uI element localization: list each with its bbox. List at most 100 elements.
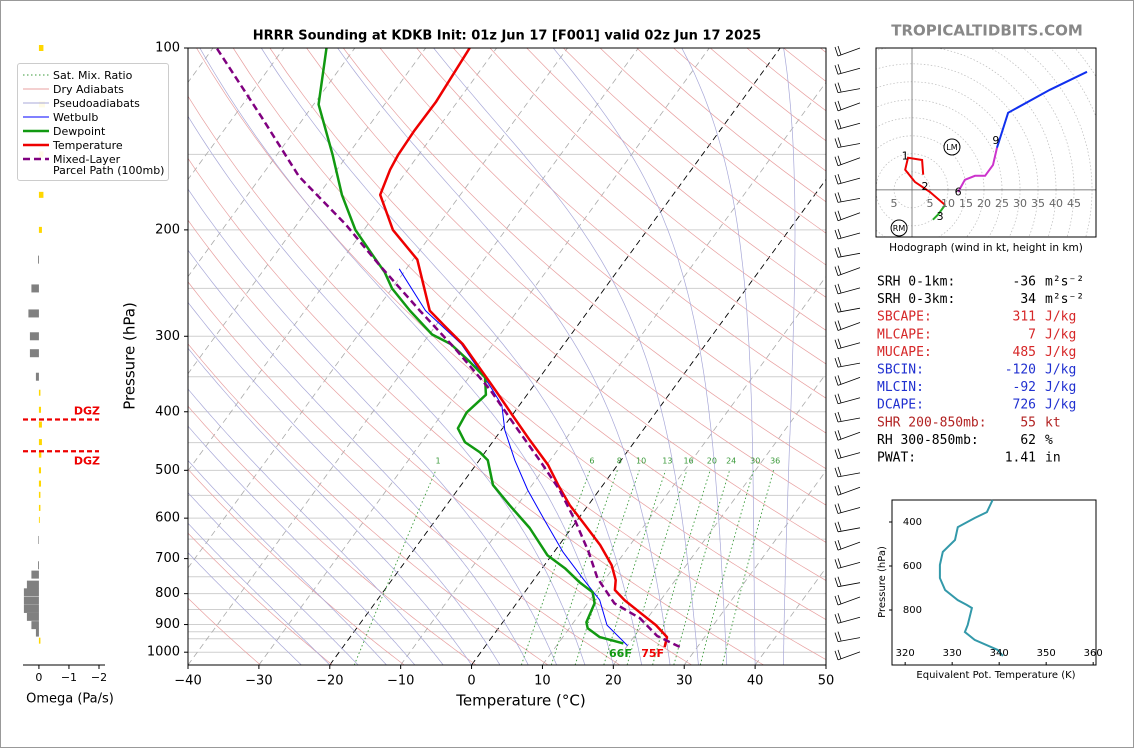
param-label: SHR 200-850mb:: [877, 415, 987, 430]
height-label: 2: [921, 180, 928, 193]
x-tick-label: 340: [990, 648, 1009, 659]
legend-swatch: [23, 127, 49, 135]
legend-entry: Wetbulb: [18, 110, 168, 123]
legend-label: Dry Adiabats: [53, 82, 124, 95]
param-label: SRH 0-1km:: [877, 275, 955, 290]
omega-bar: [28, 309, 39, 317]
thetae-frame: [892, 500, 1096, 665]
legend-swatch: [23, 155, 49, 163]
omega-bar: [39, 439, 42, 445]
x-tick-label: −10: [387, 674, 414, 689]
y-tick-label: 400: [155, 404, 180, 419]
x-tick-label: 350: [1037, 648, 1056, 659]
storm-motion-label: RM: [893, 224, 906, 233]
x-tick-label: 320: [896, 648, 915, 659]
param-value: 7: [1028, 327, 1036, 342]
y-tick-label: 100: [155, 41, 180, 56]
hodograph-caption: Hodograph (wind in kt, height in km): [889, 242, 1083, 254]
param-unit: J/kg: [1045, 345, 1076, 360]
param-label: PWAT:: [877, 451, 916, 466]
legend-swatch: [23, 99, 49, 107]
legend-entry: Pseudoadiabats: [18, 96, 168, 109]
omega-bar: [38, 561, 39, 569]
param-label: SBCAPE:: [877, 310, 932, 325]
height-label: 3: [937, 210, 944, 223]
omega-bar: [39, 638, 41, 644]
omega-bar: [39, 390, 41, 396]
omega-bar: [30, 332, 39, 340]
omega-bar: [24, 588, 39, 596]
legend-entry: Dewpoint: [18, 124, 168, 137]
y-tick-label: 500: [155, 463, 180, 478]
y-tick-label: 800: [155, 586, 180, 601]
legend-entry: Sat. Mix. Ratio: [18, 68, 168, 81]
omega-bar: [24, 597, 39, 605]
param-value: 55: [1020, 415, 1036, 430]
legend-label: Mixed-Layer Parcel Path (100mb): [53, 152, 164, 176]
x-tick-label: 360: [1084, 648, 1103, 659]
x-tick-label: −20: [316, 674, 343, 689]
omega-bar: [38, 536, 39, 544]
omega-bar: [39, 452, 41, 458]
omega-bar: [30, 349, 39, 357]
omega-bar: [39, 481, 41, 487]
param-unit: J/kg: [1045, 398, 1076, 413]
param-value: 485: [1013, 345, 1036, 360]
dgz-label: DGZ: [74, 454, 100, 467]
omega-bar: [39, 227, 42, 233]
y-tick-label: 200: [155, 222, 180, 237]
param-unit: %: [1045, 433, 1053, 448]
y-tick-label: 800: [903, 605, 922, 616]
legend-entry: Temperature: [18, 138, 168, 151]
ring-label: 45: [1067, 197, 1081, 210]
height-label: 9: [992, 134, 999, 147]
omega-bar: [39, 505, 41, 511]
dgz-label: DGZ: [74, 405, 100, 418]
param-unit: m²s⁻²: [1045, 292, 1084, 307]
omega-bar: [31, 621, 39, 629]
y-tick-label: 900: [155, 617, 180, 632]
legend-swatch: [23, 71, 49, 79]
mixing-ratio-label: 6: [589, 457, 594, 466]
omega-bar: [39, 492, 41, 498]
param-unit: J/kg: [1045, 363, 1076, 378]
omega-bar: [38, 256, 39, 264]
legend-label: Dewpoint: [53, 124, 105, 137]
legend-swatch: [23, 141, 49, 149]
x-tick-label: 330: [943, 648, 962, 659]
y-tick-label: 600: [155, 511, 180, 526]
param-unit: in: [1045, 451, 1061, 466]
omega-bar: [39, 467, 41, 473]
x-tick-label: 10: [534, 674, 551, 689]
ring-label: 10: [941, 197, 955, 210]
param-value: 726: [1013, 398, 1036, 413]
x-tick-label: 0: [467, 674, 475, 689]
mixing-ratio-label: 1: [436, 457, 441, 466]
legend-label: Sat. Mix. Ratio: [53, 68, 132, 81]
param-unit: J/kg: [1045, 380, 1076, 395]
legend-label: Pseudoadiabats: [53, 96, 140, 109]
legend-swatch: [23, 85, 49, 93]
ring-label: 5: [927, 197, 934, 210]
surface-label: 75F: [641, 647, 664, 660]
x-tick-label: 40: [747, 674, 764, 689]
param-label: SBCIN:: [877, 363, 924, 378]
x-axis-label: Omega (Pa/s): [26, 692, 114, 707]
omega-bar: [39, 422, 42, 428]
y-tick-label: 700: [155, 551, 180, 566]
y-tick-label: 600: [903, 561, 922, 572]
y-tick-label: 400: [903, 517, 922, 528]
ring-label: 35: [1031, 197, 1045, 210]
param-value: -36: [1013, 275, 1036, 290]
param-value: -92: [1013, 380, 1036, 395]
x-tick-label: −30: [245, 674, 272, 689]
omega-bar: [39, 192, 44, 198]
y-tick-label: 1000: [147, 645, 180, 660]
omega-bar: [27, 613, 39, 621]
param-value: 311: [1013, 310, 1036, 325]
legend-label: Wetbulb: [53, 110, 98, 123]
param-label: DCAPE:: [877, 398, 924, 413]
ring-label: 40: [1049, 197, 1063, 210]
legend-entry: Mixed-Layer Parcel Path (100mb): [18, 152, 168, 176]
